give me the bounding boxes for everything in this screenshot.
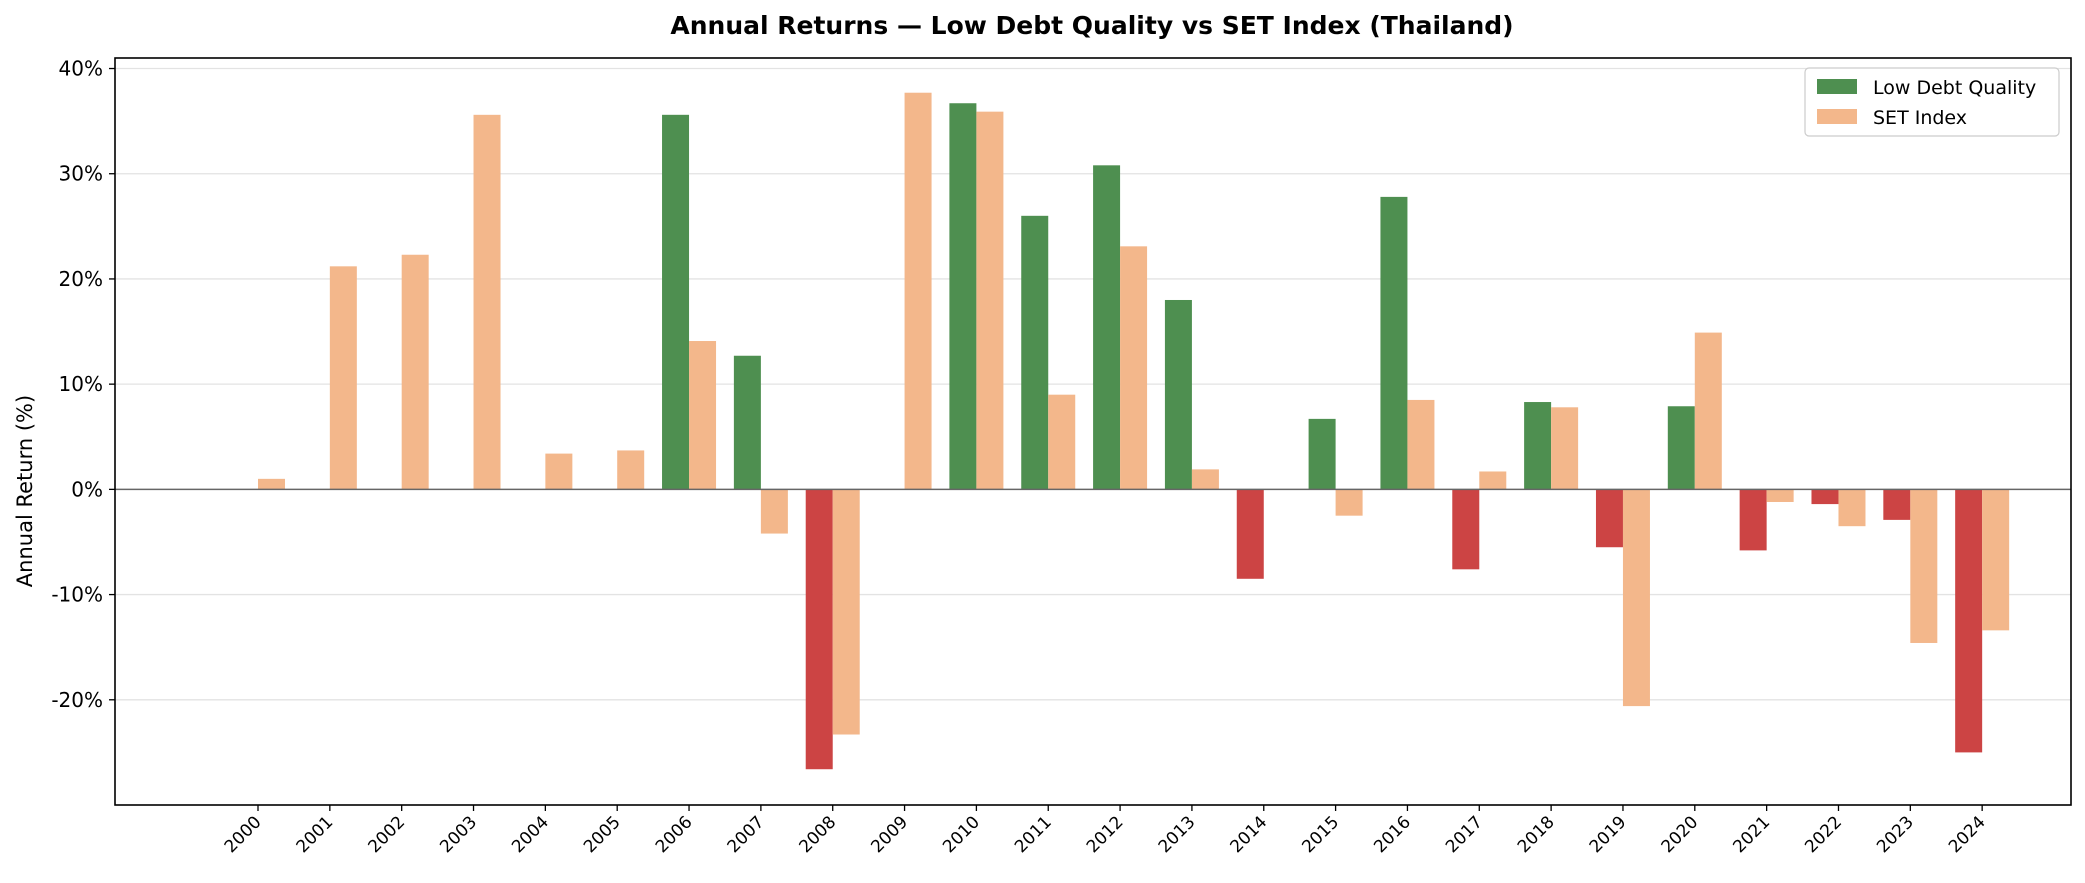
bar-low-debt-quality-2011 [1021, 215, 1049, 490]
y-tick-label: -10% [51, 583, 103, 607]
bar-set-index-2021 [1766, 489, 1794, 502]
bar-low-debt-quality-2010 [949, 103, 977, 490]
x-tick-label: 2011 [1011, 812, 1056, 857]
bar-set-index-2018 [1551, 407, 1579, 490]
x-tick-label: 2012 [1083, 812, 1128, 857]
y-tick-label: 30% [59, 162, 103, 186]
plot-frame [114, 57, 2072, 806]
bar-set-index-2000 [258, 478, 285, 490]
y-axis-label: Annual Return (%) [13, 395, 37, 587]
bar-low-debt-quality-2016 [1380, 196, 1408, 490]
bar-low-debt-quality-2008 [805, 489, 833, 770]
bar-set-index-2020 [1694, 332, 1722, 490]
bar-low-debt-quality-2021 [1739, 489, 1767, 551]
bar-set-index-2011 [1048, 394, 1076, 490]
y-tick-label: -20% [51, 688, 103, 712]
x-tick-label: 2007 [724, 812, 769, 857]
legend: Low Debt Quality SET Index [1804, 67, 2060, 137]
y-tick-label: 10% [59, 372, 103, 396]
x-tick-label: 2018 [1514, 812, 1559, 857]
x-tick-label: 2019 [1586, 812, 1631, 857]
x-tick-label: 2023 [1873, 812, 1918, 857]
x-tick-label: 2004 [508, 812, 553, 857]
bar-low-debt-quality-2014 [1236, 489, 1264, 579]
x-tick-label: 2008 [796, 812, 841, 857]
bar-low-debt-quality-2024 [1955, 489, 1983, 753]
bar-set-index-2004 [545, 453, 573, 490]
y-tick-label: 40% [59, 57, 103, 81]
bar-low-debt-quality-2013 [1164, 299, 1192, 490]
y-tick-label: 20% [59, 267, 103, 291]
x-tick-label: 2009 [867, 812, 912, 857]
bar-low-debt-quality-2023 [1883, 489, 1911, 520]
bar-set-index-2023 [1910, 489, 1938, 643]
legend-box [1804, 67, 2060, 137]
bar-set-index-2003 [473, 114, 501, 490]
bar-set-index-2024 [1982, 489, 2010, 631]
x-tick-label: 2005 [580, 812, 625, 857]
bar-low-debt-quality-2015 [1308, 418, 1336, 490]
x-tick-label: 2024 [1945, 812, 1990, 857]
bar-set-index-2017 [1479, 471, 1507, 490]
legend-label-low-debt-quality: Low Debt Quality [1873, 77, 2036, 99]
legend-swatch-low-debt-quality [1817, 79, 1857, 94]
bar-set-index-2010 [976, 111, 1004, 490]
bar-set-index-2002 [401, 254, 429, 490]
bars [258, 92, 2010, 770]
x-tick-label: 2022 [1801, 812, 1846, 857]
legend-label-set-index: SET Index [1873, 107, 1967, 129]
bar-low-debt-quality-2007 [733, 355, 761, 490]
x-tick-label: 2017 [1442, 812, 1487, 857]
bar-set-index-2001 [329, 266, 357, 490]
bar-set-index-2006 [689, 341, 717, 490]
bar-low-debt-quality-2006 [662, 114, 690, 490]
bar-set-index-2007 [760, 489, 788, 534]
bar-set-index-2013 [1191, 469, 1219, 490]
x-tick-label: 2003 [436, 812, 481, 857]
x-tick-label: 2010 [939, 812, 984, 857]
x-tick-label: 2000 [221, 812, 266, 857]
x-tick-label: 2015 [1298, 812, 1343, 857]
x-tick-label: 2013 [1155, 812, 1200, 857]
bar-set-index-2009 [904, 92, 932, 490]
bar-low-debt-quality-2020 [1667, 406, 1695, 490]
bar-set-index-2022 [1838, 489, 1866, 527]
bar-low-debt-quality-2017 [1452, 489, 1480, 570]
x-tick-label: 2014 [1227, 812, 1272, 857]
bar-set-index-2012 [1120, 246, 1148, 490]
bar-set-index-2016 [1407, 399, 1435, 490]
grid-lines [115, 67, 2071, 701]
x-tick-label: 2001 [293, 812, 338, 857]
bar-set-index-2019 [1622, 489, 1650, 707]
bar-low-debt-quality-2012 [1093, 165, 1121, 490]
x-tick-label: 2016 [1370, 812, 1415, 857]
bar-low-debt-quality-2019 [1595, 489, 1623, 548]
x-tick-label: 2002 [364, 812, 409, 857]
y-tick-label: 0% [71, 477, 103, 501]
bar-set-index-2008 [832, 489, 860, 735]
x-tick-label: 2020 [1658, 812, 1703, 857]
chart-title: Annual Returns — Low Debt Quality vs SET… [670, 11, 1513, 40]
bar-low-debt-quality-2022 [1811, 489, 1839, 505]
x-tick-label: 2006 [652, 812, 697, 857]
bar-set-index-2015 [1335, 489, 1363, 516]
bar-low-debt-quality-2018 [1524, 402, 1552, 490]
bar-set-index-2005 [617, 450, 645, 490]
legend-swatch-set-index [1817, 109, 1857, 124]
x-tick-label: 2021 [1729, 812, 1774, 857]
